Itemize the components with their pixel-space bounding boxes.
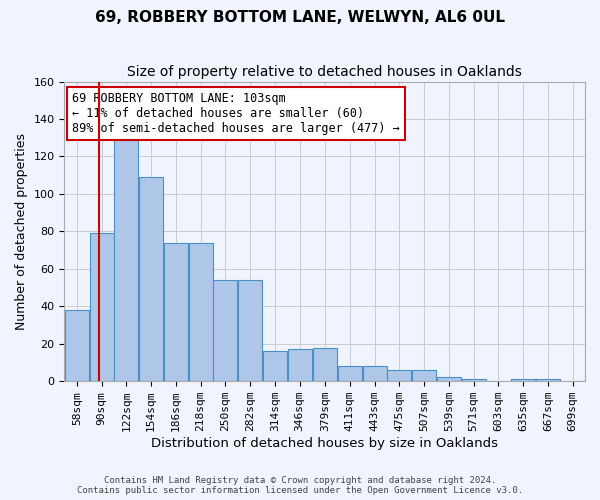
Bar [437, 378, 461, 381]
Bar [536, 380, 560, 381]
Bar [586, 376, 600, 381]
Bar [65, 310, 89, 381]
Bar [412, 370, 436, 381]
Y-axis label: Number of detached properties: Number of detached properties [15, 133, 28, 330]
Bar [114, 132, 138, 381]
Bar [263, 352, 287, 381]
Text: 69, ROBBERY BOTTOM LANE, WELWYN, AL6 0UL: 69, ROBBERY BOTTOM LANE, WELWYN, AL6 0UL [95, 10, 505, 25]
Bar [362, 366, 386, 381]
Bar [388, 370, 412, 381]
Bar [214, 280, 237, 381]
Title: Size of property relative to detached houses in Oaklands: Size of property relative to detached ho… [127, 65, 522, 79]
Bar [188, 242, 212, 381]
Bar [511, 380, 535, 381]
Bar [164, 242, 188, 381]
Bar [139, 177, 163, 381]
Bar [461, 380, 485, 381]
Bar [313, 348, 337, 381]
Bar [338, 366, 362, 381]
Bar [89, 234, 113, 381]
Bar [287, 350, 311, 381]
Text: Contains HM Land Registry data © Crown copyright and database right 2024.
Contai: Contains HM Land Registry data © Crown c… [77, 476, 523, 495]
Bar [238, 280, 262, 381]
Text: 69 ROBBERY BOTTOM LANE: 103sqm
← 11% of detached houses are smaller (60)
89% of : 69 ROBBERY BOTTOM LANE: 103sqm ← 11% of … [72, 92, 400, 135]
X-axis label: Distribution of detached houses by size in Oaklands: Distribution of detached houses by size … [151, 437, 498, 450]
